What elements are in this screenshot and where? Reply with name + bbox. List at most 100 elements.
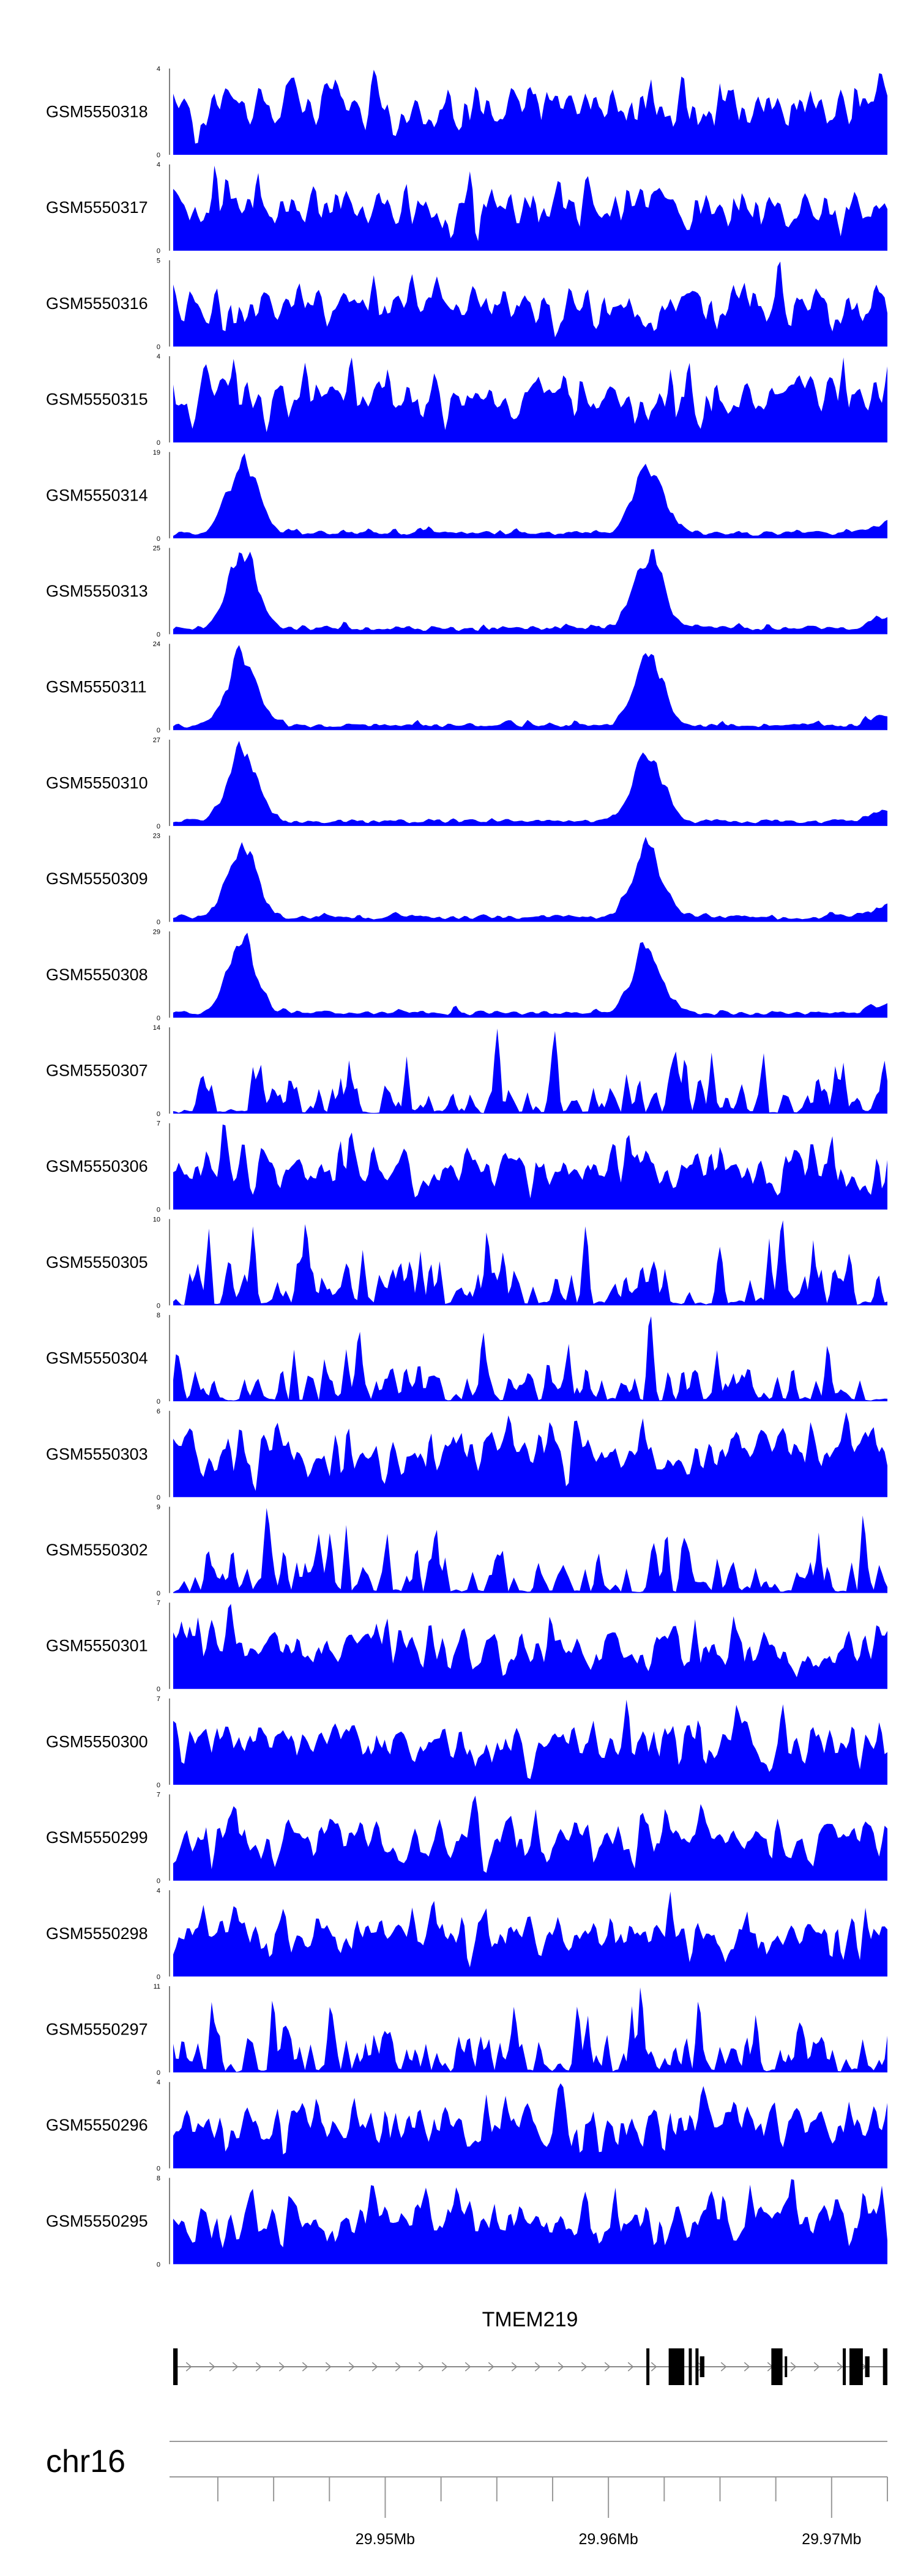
track-ymin-label: 0	[157, 1782, 160, 1789]
track-ymax-label: 23	[153, 833, 160, 840]
coverage-track: 25 0 GSM5550313	[46, 545, 887, 639]
strand-arrow	[511, 2362, 518, 2372]
track-ymax-label: 24	[153, 641, 160, 648]
coverage-area	[173, 1124, 887, 1210]
track-ymax-label: 4	[157, 1887, 160, 1894]
track-ymin-label: 0	[157, 1973, 160, 1981]
coverage-track: 23 0 GSM5550309	[46, 833, 887, 926]
exon	[695, 2348, 699, 2385]
track-ymin-label: 0	[157, 1398, 160, 1405]
track-ymax-label: 7	[157, 1696, 160, 1703]
strand-arrow	[348, 2362, 355, 2372]
track-label: GSM5550306	[46, 1157, 148, 1175]
track-ymax-label: 29	[153, 928, 160, 936]
coverage-area	[173, 261, 887, 347]
track-ymax-label: 4	[157, 353, 160, 360]
coverage-track: 27 0 GSM5550310	[46, 737, 887, 830]
track-ymax-label: 9	[157, 1504, 160, 1511]
track-label: GSM5550313	[46, 582, 148, 600]
track-ymin-label: 0	[157, 2261, 160, 2268]
strand-arrow	[278, 2362, 285, 2372]
track-ymin-label: 0	[157, 248, 160, 255]
strand-arrow	[185, 2362, 192, 2372]
coverage-area	[173, 932, 887, 1018]
track-ymin-label: 0	[157, 1014, 160, 1022]
track-ymax-label: 11	[154, 1983, 160, 1990]
track-label: GSM5550311	[46, 678, 147, 696]
exon	[688, 2348, 692, 2385]
coverage-track: 29 0 GSM5550308	[46, 928, 887, 1022]
coverage-track: 7 0 GSM5550300	[46, 1696, 887, 1789]
coverage-track: 4 0 GSM5550317	[46, 162, 887, 255]
strand-arrow	[465, 2362, 471, 2372]
chromosome-label: chr16	[46, 2444, 125, 2479]
track-ymax-label: 27	[153, 737, 160, 744]
coverage-area	[173, 549, 887, 635]
coverage-area	[173, 165, 887, 251]
coverage-track: 4 0 GSM5550318	[46, 65, 887, 159]
track-ymin-label: 0	[157, 1878, 160, 1885]
strand-arrow	[371, 2362, 378, 2372]
coverage-area	[173, 70, 887, 155]
exon	[771, 2348, 783, 2385]
strand-arrow	[744, 2362, 750, 2372]
strand-arrow	[488, 2362, 494, 2372]
track-label: GSM5550301	[46, 1637, 148, 1655]
coverage-track: 8 0 GSM5550304	[46, 1312, 887, 1405]
strand-arrow	[534, 2362, 541, 2372]
track-label: GSM5550298	[46, 1924, 148, 1943]
strand-arrow	[325, 2362, 332, 2372]
coverage-track: 7 0 GSM5550306	[46, 1120, 887, 1214]
axis-tick-label: 29.96Mb	[578, 2531, 638, 2548]
strand-arrow	[558, 2362, 564, 2372]
coverage-track: 14 0 GSM5550307	[46, 1024, 887, 1118]
track-label: GSM5550297	[46, 2020, 148, 2039]
utr	[700, 2356, 704, 2377]
strand-arrow	[441, 2362, 448, 2372]
coverage-track: 8 0 GSM5550295	[46, 2175, 887, 2268]
track-label: GSM5550315	[46, 390, 148, 409]
coverage-track: 24 0 GSM5550311	[46, 641, 887, 734]
track-label: GSM5550310	[46, 773, 148, 792]
track-label: GSM5550302	[46, 1541, 148, 1559]
coverage-area	[173, 453, 887, 538]
track-label: GSM5550299	[46, 1828, 148, 1847]
track-ymax-label: 14	[153, 1024, 160, 1032]
track-ymin-label: 0	[157, 631, 160, 639]
track-ymin-label: 0	[157, 535, 160, 543]
strand-arrow	[651, 2362, 657, 2372]
coverage-area	[173, 1029, 887, 1114]
track-label: GSM5550296	[46, 2116, 148, 2134]
axis-tick-label: 29.95Mb	[356, 2531, 415, 2548]
genome-axis: chr16 29.95Mb 29.96Mb 29.97Mb	[46, 2441, 888, 2548]
track-ymin-label: 0	[157, 919, 160, 926]
strand-arrow	[302, 2362, 308, 2372]
track-label: GSM5550305	[46, 1253, 148, 1271]
track-label: GSM5550316	[46, 294, 148, 313]
track-label: GSM5550303	[46, 1445, 148, 1463]
coverage-track: 11 0 GSM5550297	[46, 1983, 887, 2077]
coverage-track: 4 0 GSM5550315	[46, 353, 887, 447]
coverage-track: 4 0 GSM5550298	[46, 1887, 887, 1981]
track-ymax-label: 8	[157, 1312, 160, 1319]
track-ymin-label: 0	[157, 343, 160, 351]
coverage-area	[173, 1699, 887, 1785]
track-label: GSM5550308	[46, 966, 148, 984]
coverage-track: 9 0 GSM5550302	[46, 1504, 887, 1598]
utr	[785, 2356, 788, 2377]
track-label: GSM5550318	[46, 103, 148, 121]
track-ymax-label: 10	[153, 1216, 160, 1223]
strand-arrow	[418, 2362, 425, 2372]
utr	[865, 2356, 870, 2377]
strand-arrow	[255, 2362, 262, 2372]
track-ymin-label: 0	[157, 1494, 160, 1502]
track-ymax-label: 8	[157, 2175, 160, 2182]
gene-model: TMEM219	[173, 2308, 887, 2385]
strand-arrow	[232, 2362, 239, 2372]
exon	[668, 2348, 685, 2385]
coverage-area	[173, 1508, 887, 1593]
track-ymin-label: 0	[157, 1686, 160, 1693]
track-ymin-label: 0	[157, 1111, 160, 1118]
